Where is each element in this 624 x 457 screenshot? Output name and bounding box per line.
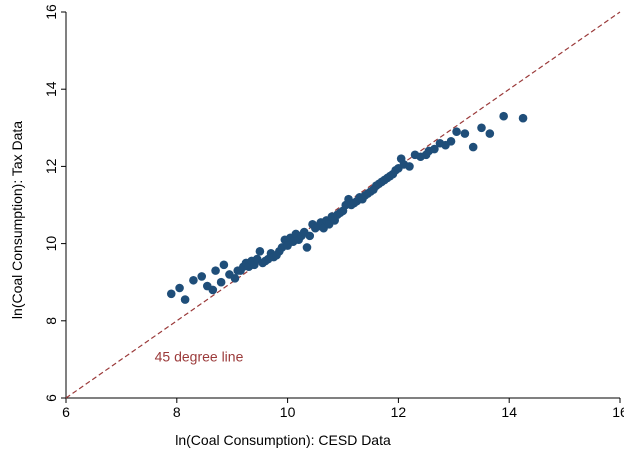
x-tick-label: 14: [501, 404, 517, 420]
data-point: [430, 144, 439, 154]
data-point: [452, 127, 461, 136]
x-tick-label: 6: [62, 404, 70, 420]
x-tick-label: 12: [391, 404, 407, 420]
y-tick-label: 8: [43, 317, 59, 325]
data-point: [219, 260, 229, 270]
x-axis-title: ln(Coal Consumption): CESD Data: [175, 432, 391, 448]
data-point: [197, 272, 207, 281]
data-point: [485, 129, 495, 138]
data-point: [477, 123, 486, 133]
data-point: [166, 289, 176, 299]
y-tick-label: 6: [43, 394, 59, 402]
y-axis-title: ln(Coal Consumption): Tax Data: [9, 121, 25, 319]
data-point: [255, 247, 265, 256]
y-tick-label: 10: [43, 236, 59, 252]
data-point: [180, 295, 190, 304]
data-point: [208, 285, 218, 295]
data-point: [189, 275, 198, 285]
x-tick-label: 10: [280, 404, 296, 420]
data-point: [499, 111, 508, 121]
x-tick-label: 8: [173, 404, 181, 420]
y-tick-label: 12: [43, 158, 59, 174]
x-tick-label: 16: [612, 404, 624, 420]
data-point: [175, 283, 184, 293]
data-point: [468, 142, 478, 152]
data-point: [216, 277, 226, 287]
y-tick-label: 16: [43, 4, 59, 20]
data-point: [211, 266, 220, 275]
y-tick-label: 14: [43, 81, 59, 97]
annotation-label: 45 degree line: [155, 348, 244, 364]
data-point: [518, 113, 528, 123]
data-point: [302, 243, 312, 252]
data-point: [405, 162, 414, 171]
data-point: [446, 137, 456, 146]
data-point: [305, 231, 315, 241]
data-point: [230, 274, 240, 283]
data-point: [460, 129, 470, 138]
